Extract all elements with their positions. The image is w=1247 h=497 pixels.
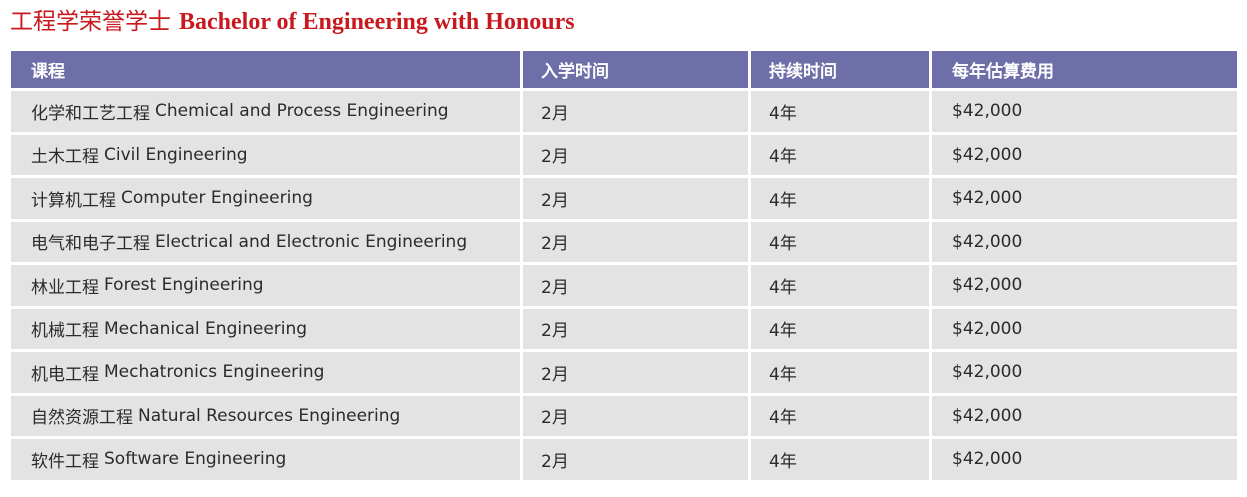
- course-name-zh: 自然资源工程: [31, 408, 133, 429]
- course-cell: 计算机工程 Computer Engineering: [11, 178, 520, 219]
- fee-cell: $42,000: [932, 308, 1237, 349]
- page-title-en: Bachelor of Engineering with Honours: [179, 9, 575, 35]
- table-row: 化学和工艺工程 Chemical and Process Engineering …: [11, 91, 1237, 132]
- intake-cell: 2月: [523, 91, 748, 132]
- course-name-en: Software Engineering: [104, 449, 287, 470]
- table-header-row: 课程 入学时间 持续时间 每年估算费用: [11, 51, 1237, 88]
- course-name-zh: 化学和工艺工程: [31, 103, 150, 124]
- duration-cell: 4年: [751, 178, 929, 219]
- page-title-zh: 工程学荣誉学士: [10, 9, 171, 35]
- duration-cell: 4年: [751, 395, 929, 436]
- header-course: 课程: [11, 51, 520, 88]
- course-name-zh: 机电工程: [31, 364, 99, 385]
- duration-cell: 4年: [751, 352, 929, 393]
- intake-cell: 2月: [523, 178, 748, 219]
- course-name-en: Mechatronics Engineering: [104, 362, 325, 383]
- course-name-zh: 电气和电子工程: [31, 234, 150, 255]
- course-name-zh: 林业工程: [31, 277, 99, 298]
- header-intake: 入学时间: [523, 51, 748, 88]
- course-name-en: Electrical and Electronic Engineering: [155, 231, 468, 252]
- intake-cell: 2月: [523, 265, 748, 306]
- course-cell: 软件工程 Software Engineering: [11, 439, 520, 480]
- page-title: 工程学荣誉学士 Bachelor of Engineering with Hono…: [10, 4, 575, 40]
- fee-cell: $42,000: [932, 352, 1237, 393]
- table-row: 计算机工程 Computer Engineering 2月 4年 $42,000: [11, 178, 1237, 219]
- header-duration: 持续时间: [751, 51, 929, 88]
- intake-cell: 2月: [523, 352, 748, 393]
- course-cell: 电气和电子工程 Electrical and Electronic Enginee…: [11, 221, 520, 262]
- intake-cell: 2月: [523, 134, 748, 175]
- fee-cell: $42,000: [932, 221, 1237, 262]
- fee-cell: $42,000: [932, 265, 1237, 306]
- table-row: 自然资源工程 Natural Resources Engineering 2月 4…: [11, 395, 1237, 436]
- table-row: 林业工程 Forest Engineering 2月 4年 $42,000: [11, 265, 1237, 306]
- intake-cell: 2月: [523, 221, 748, 262]
- intake-cell: 2月: [523, 308, 748, 349]
- course-name-en: Mechanical Engineering: [104, 318, 308, 339]
- course-name-en: Civil Engineering: [104, 144, 248, 165]
- table-row: 软件工程 Software Engineering 2月 4年 $42,000: [11, 439, 1237, 480]
- course-name-en: Computer Engineering: [121, 188, 313, 209]
- fee-cell: $42,000: [932, 439, 1237, 480]
- duration-cell: 4年: [751, 134, 929, 175]
- intake-cell: 2月: [523, 395, 748, 436]
- duration-cell: 4年: [751, 91, 929, 132]
- duration-cell: 4年: [751, 308, 929, 349]
- duration-cell: 4年: [751, 439, 929, 480]
- course-name-zh: 机械工程: [31, 321, 99, 342]
- course-cell: 机械工程 Mechanical Engineering: [11, 308, 520, 349]
- course-cell: 林业工程 Forest Engineering: [11, 265, 520, 306]
- fee-cell: $42,000: [932, 91, 1237, 132]
- header-fee: 每年估算费用: [932, 51, 1237, 88]
- course-name-zh: 土木工程: [31, 147, 99, 168]
- fee-cell: $42,000: [932, 178, 1237, 219]
- fee-cell: $42,000: [932, 134, 1237, 175]
- course-cell: 化学和工艺工程 Chemical and Process Engineering: [11, 91, 520, 132]
- course-name-zh: 软件工程: [31, 451, 99, 472]
- duration-cell: 4年: [751, 265, 929, 306]
- course-cell: 机电工程 Mechatronics Engineering: [11, 352, 520, 393]
- table-row: 机电工程 Mechatronics Engineering 2月 4年 $42,0…: [11, 352, 1237, 393]
- course-name-en: Forest Engineering: [104, 275, 264, 296]
- fee-cell: $42,000: [932, 395, 1237, 436]
- duration-cell: 4年: [751, 221, 929, 262]
- course-name-en: Chemical and Process Engineering: [155, 101, 449, 122]
- intake-cell: 2月: [523, 439, 748, 480]
- course-cell: 土木工程 Civil Engineering: [11, 134, 520, 175]
- programme-table: 课程 入学时间 持续时间 每年估算费用 化学和工艺工程 Chemical and …: [11, 51, 1237, 483]
- course-name-zh: 计算机工程: [31, 190, 116, 211]
- table-row: 土木工程 Civil Engineering 2月 4年 $42,000: [11, 134, 1237, 175]
- table-row: 电气和电子工程 Electrical and Electronic Enginee…: [11, 221, 1237, 262]
- course-name-en: Natural Resources Engineering: [138, 405, 401, 426]
- course-cell: 自然资源工程 Natural Resources Engineering: [11, 395, 520, 436]
- table-row: 机械工程 Mechanical Engineering 2月 4年 $42,000: [11, 308, 1237, 349]
